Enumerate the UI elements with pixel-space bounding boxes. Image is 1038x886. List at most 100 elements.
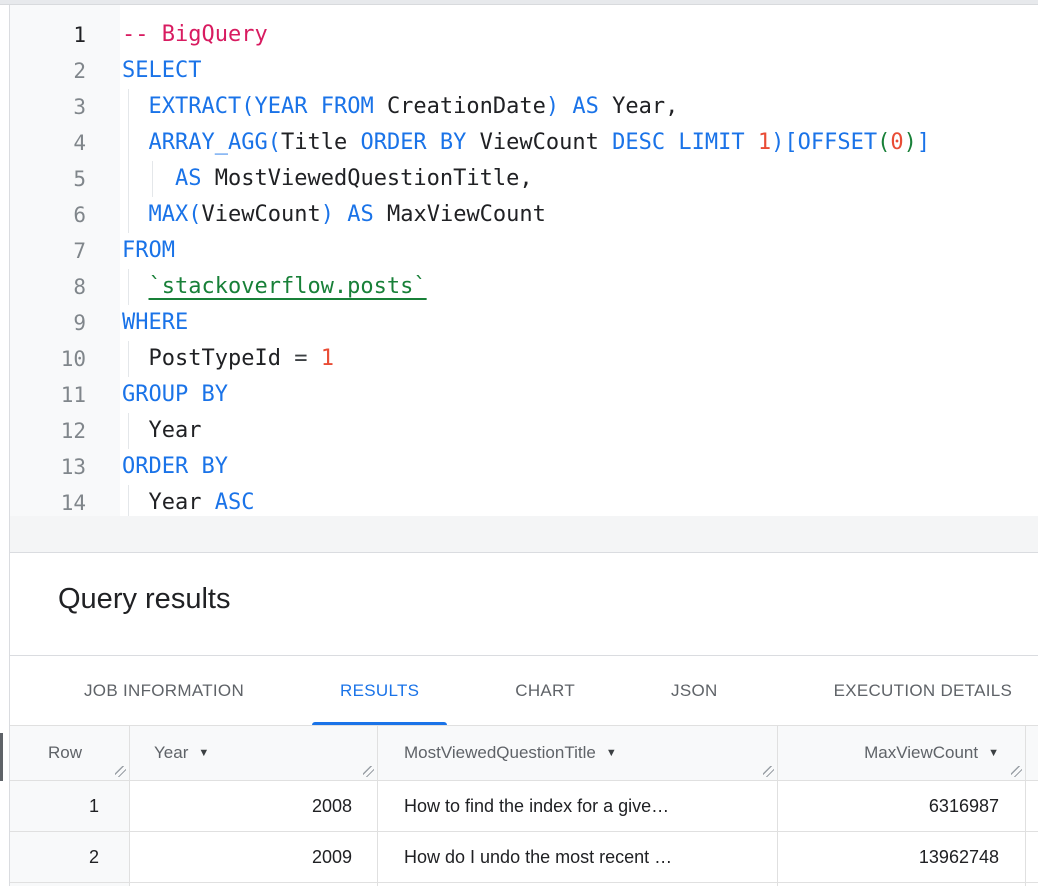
vertical-scrollbar-thumb[interactable] [0, 733, 3, 781]
code-token: FROM [321, 94, 374, 119]
code-token [347, 130, 360, 155]
tab-results[interactable]: RESULTS [312, 656, 447, 725]
sort-dropdown-icon[interactable]: ▼ [198, 747, 209, 759]
sort-dropdown-icon[interactable]: ▼ [988, 747, 999, 759]
code-token: -- BigQuery [122, 22, 268, 47]
tab-json[interactable]: JSON [643, 656, 746, 725]
code-token: AS [572, 94, 599, 119]
sql-code-area[interactable]: -- BigQuery SELECT EXTRACT(YEAR FROM Creat… [120, 5, 1038, 521]
code-token: PostTypeId [149, 346, 281, 371]
tab-label: JOB INFORMATION [84, 681, 244, 701]
code-token: ORDER BY [122, 454, 228, 479]
indent-guide [128, 125, 129, 161]
code-token: AS [347, 202, 374, 227]
sql-editor[interactable]: 1234567891011121314 -- BigQuerySELECTEXT… [10, 5, 1038, 553]
tab-label: CHART [515, 681, 575, 701]
code-line[interactable]: FROM [120, 233, 1038, 269]
code-token: GROUP BY [122, 382, 228, 407]
cell: 2008 [130, 781, 378, 831]
code-token: MAX [149, 202, 189, 227]
code-token: ViewCount [202, 202, 321, 227]
table-header-row: RowYear▼MostViewedQuestionTitle▼MaxViewC… [10, 726, 1038, 781]
line-number: 4 [10, 125, 120, 161]
indent-guide [128, 161, 129, 197]
cell: 13962748 [778, 832, 1026, 882]
code-line[interactable]: `stackoverflow.posts` [120, 269, 1038, 305]
code-token: ORDER BY [360, 130, 466, 155]
column-resize-handle[interactable] [1011, 766, 1022, 777]
editor-bottom-band [10, 516, 1038, 552]
code-token [307, 94, 320, 119]
tab-job-information[interactable]: JOB INFORMATION [56, 656, 272, 725]
code-token: AS [175, 166, 202, 191]
tab-chart[interactable]: CHART [487, 656, 603, 725]
code-line[interactable]: ARRAY_AGG(Title ORDER BY ViewCount DESC … [120, 125, 1038, 161]
results-table: RowYear▼MostViewedQuestionTitle▼MaxViewC… [10, 726, 1038, 886]
line-number-gutter: 1234567891011121314 [10, 5, 120, 516]
cell: 1 [10, 781, 130, 831]
code-line[interactable]: MAX(ViewCount) AS MaxViewCount [120, 197, 1038, 233]
column-header-mostviewedquestiontitle: MostViewedQuestionTitle ▼ [378, 726, 778, 780]
code-token: Year [612, 94, 665, 119]
code-token [559, 94, 572, 119]
code-token [334, 202, 347, 227]
indent-guide [128, 341, 129, 377]
code-line[interactable]: Year [120, 413, 1038, 449]
code-token: MostViewedQuestionTitle [215, 166, 520, 191]
line-number: 5 [10, 161, 120, 197]
column-resize-handle[interactable] [763, 766, 774, 777]
sort-dropdown-icon[interactable]: ▼ [606, 747, 617, 759]
tab-execution-details[interactable]: EXECUTION DETAILS [806, 656, 1038, 725]
code-token: Year [149, 418, 202, 443]
table-row: 22009How do I undo the most recent …1396… [10, 832, 1038, 883]
code-token [374, 202, 387, 227]
column-header-label: MostViewedQuestionTitle [404, 743, 596, 763]
cell: How do I undo the most recent … [378, 832, 778, 882]
code-line[interactable]: AS MostViewedQuestionTitle, [120, 161, 1038, 197]
tab-label: RESULTS [340, 681, 419, 701]
code-token: ) [904, 130, 917, 155]
code-line[interactable]: -- BigQuery [120, 17, 1038, 53]
line-number: 2 [10, 53, 120, 89]
code-token: ASC [215, 490, 255, 515]
code-token: ] [917, 130, 930, 155]
code-token: )[ [771, 130, 798, 155]
code-token: 1 [321, 346, 334, 371]
code-token [307, 346, 320, 371]
code-token: FROM [122, 238, 175, 263]
code-token [599, 94, 612, 119]
code-token: 0 [890, 130, 903, 155]
code-line[interactable]: SELECT [120, 53, 1038, 89]
column-resize-handle[interactable] [363, 766, 374, 777]
code-token [374, 94, 387, 119]
code-token: ViewCount [480, 130, 599, 155]
column-resize-handle[interactable] [115, 766, 126, 777]
code-token: DESC LIMIT [612, 130, 744, 155]
code-token: ) [321, 202, 334, 227]
line-number: 13 [10, 449, 120, 485]
cell: How to find the index for a give… [378, 781, 778, 831]
code-token: WHERE [122, 310, 188, 335]
table-reference-link[interactable]: `stackoverflow.posts` [149, 274, 427, 299]
indent-guide [128, 269, 129, 305]
table-row: 12008How to find the index for a give…63… [10, 781, 1038, 832]
indent-guide [128, 197, 129, 233]
line-number: 8 [10, 269, 120, 305]
left-rail [0, 5, 10, 886]
line-number: 12 [10, 413, 120, 449]
code-token: ( [268, 130, 281, 155]
code-line[interactable]: EXTRACT(YEAR FROM CreationDate) AS Year, [120, 89, 1038, 125]
code-line[interactable]: PostTypeId = 1 [120, 341, 1038, 377]
tab-label: JSON [671, 681, 718, 701]
cell-sliver [1026, 781, 1038, 831]
code-token: SELECT [122, 58, 201, 83]
code-line[interactable]: ORDER BY [120, 449, 1038, 485]
line-number: 9 [10, 305, 120, 341]
code-token: OFFSET [798, 130, 877, 155]
code-token: ( [877, 130, 890, 155]
code-line[interactable]: WHERE [120, 305, 1038, 341]
column-header-sliver [1026, 726, 1038, 780]
line-number: 11 [10, 377, 120, 413]
code-line[interactable]: GROUP BY [120, 377, 1038, 413]
code-token: ( [241, 94, 254, 119]
